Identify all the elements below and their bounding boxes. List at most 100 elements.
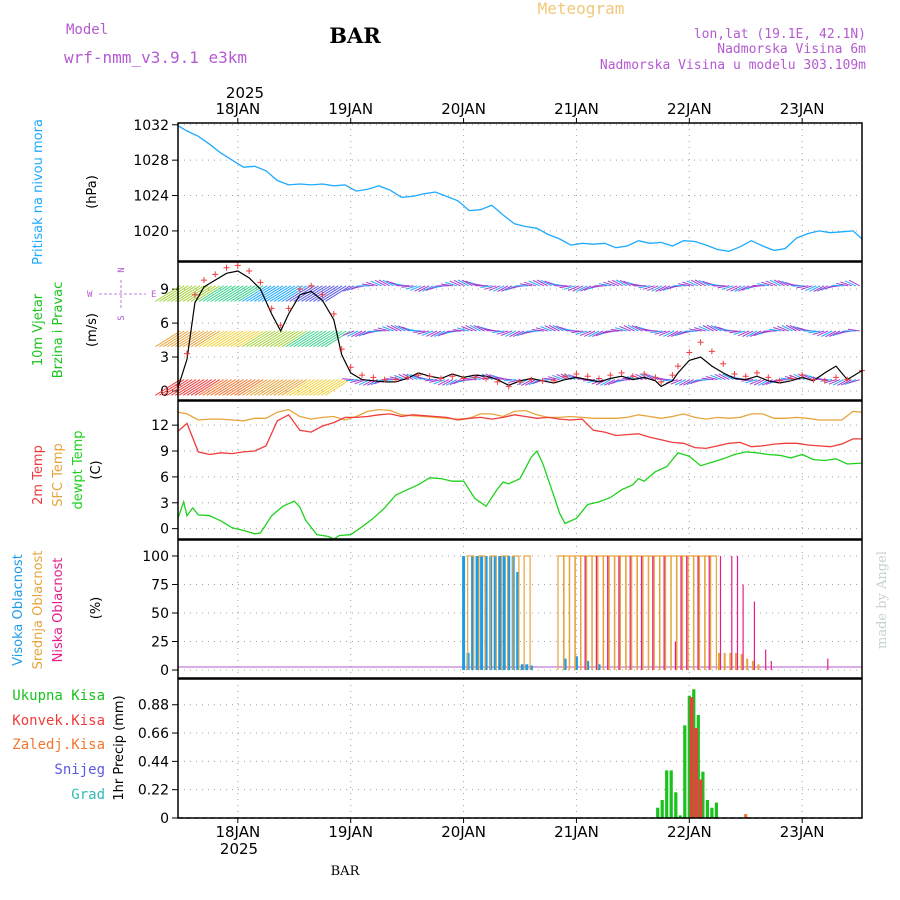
cloud-bar	[709, 555, 717, 670]
gust-marker	[799, 372, 806, 379]
wind-barb	[773, 327, 785, 332]
gust-marker	[404, 374, 411, 381]
wind-barb	[202, 285, 228, 302]
footer-station: BAR	[331, 864, 361, 879]
precip-panel: 0.88 0.66 0.44 0.22 0 Ukupna Kisa Konvek.Kis…	[12, 678, 863, 827]
gust-marker	[201, 277, 207, 284]
wind-barb	[821, 330, 833, 337]
gust-marker	[471, 374, 478, 381]
credit-watermark: made by Angel	[875, 551, 890, 649]
wind-barb	[726, 285, 738, 292]
wind-barb	[552, 374, 564, 381]
wind-barb	[445, 379, 458, 386]
wind-barb	[452, 329, 465, 332]
pressure-ticks: 1032 1028 1024 1020	[133, 118, 178, 240]
precip-bar	[674, 792, 678, 818]
wind-barb	[689, 328, 702, 332]
gust-marker	[223, 264, 230, 271]
cloud-bar	[529, 665, 533, 671]
wind-barb	[434, 330, 446, 338]
precip-bar	[689, 697, 694, 818]
wind-barb	[442, 379, 454, 386]
wind-barb	[749, 379, 762, 385]
wind-barb	[405, 285, 418, 290]
cloud-panel: 100 75 50 25 0 Visoka Oblacnost Srednja Obla…	[11, 539, 863, 679]
station-title: BAR	[329, 23, 381, 48]
wind-barb	[840, 281, 852, 287]
wind-barb	[714, 325, 726, 332]
wind-barb	[289, 379, 315, 396]
precip-bar	[656, 807, 660, 818]
wind-barb	[253, 379, 280, 396]
cloud-bars	[462, 555, 829, 671]
wind-barb	[548, 324, 560, 332]
wind-barb	[230, 379, 256, 396]
wind-barb	[234, 330, 260, 348]
wind-barb	[401, 285, 414, 288]
wind-barb	[658, 378, 671, 381]
wind-barb	[313, 285, 339, 302]
day-label-bottom: 21JAN	[554, 823, 599, 841]
wind-barb	[281, 330, 307, 348]
pressure-tick-label: 1032	[133, 118, 169, 134]
cloud-bar	[584, 556, 586, 670]
wind-barb	[540, 279, 552, 287]
wind-barb	[440, 283, 453, 287]
wind-barb	[524, 281, 536, 287]
pressure-frame	[177, 122, 863, 262]
wind-barb	[421, 378, 434, 381]
gust-marker	[426, 373, 433, 380]
cloud-bar	[697, 556, 699, 670]
gust-marker	[415, 372, 422, 379]
wind-barb	[382, 279, 394, 287]
cloud-bar	[723, 652, 726, 670]
cloud-bar	[719, 556, 722, 670]
wind-barb	[598, 283, 611, 287]
wind-barb	[659, 285, 671, 292]
wind-barb	[552, 324, 564, 332]
wind-barb	[840, 379, 853, 386]
wind-side-label-1: 10m Vjetar	[31, 293, 46, 366]
wind-barb	[722, 373, 734, 381]
wind-barb	[714, 373, 726, 381]
wind-barb	[301, 330, 327, 348]
wind-barb	[730, 285, 742, 292]
wind-barb	[671, 330, 683, 337]
wind-tick-label: 9	[160, 282, 169, 298]
wind-barb	[647, 285, 659, 292]
wind-barb	[198, 285, 224, 302]
day-label-top: 23JAN	[780, 100, 825, 118]
day-label-bottom: 18JAN	[215, 823, 260, 841]
wind-barb	[313, 330, 339, 348]
wind-barb	[844, 280, 857, 287]
wind-barb	[812, 330, 825, 335]
wind-barb	[619, 279, 631, 287]
wind-barb	[293, 379, 319, 396]
wind-barb	[155, 379, 181, 396]
top-day-labels: 18JAN 19JAN 20JAN 21JAN 22JAN 23JAN	[215, 100, 825, 123]
wind-barb	[765, 280, 778, 287]
wind-barb	[186, 379, 213, 396]
total-precip-label: Ukupna Kisa	[12, 688, 105, 704]
wind-barb	[473, 324, 485, 332]
wind-barb	[761, 281, 773, 287]
temperature-panel: 12 9 6 3 0 2m Temp SFC Temp dewpt Temp (C)	[31, 400, 863, 540]
year-label-bottom: 2025	[220, 840, 258, 858]
wind-barb	[682, 281, 694, 287]
wind-barb	[710, 374, 722, 381]
wind-barb	[170, 330, 197, 348]
wind-barb	[370, 280, 382, 287]
high-cloud-label: Visoka Oblacnost	[11, 554, 26, 666]
wind-barb	[733, 330, 746, 335]
wind-barb	[603, 281, 615, 287]
wind-barb	[174, 285, 201, 302]
wind-barb	[413, 330, 426, 333]
wind-barb	[277, 285, 303, 302]
wind-barb	[832, 379, 845, 386]
pressure-tick-label: 1024	[133, 189, 169, 205]
wind-barb	[226, 330, 252, 348]
wind-barb	[269, 330, 296, 348]
cloud-bar	[770, 660, 772, 670]
gust-marker	[573, 371, 580, 377]
gust-marker	[370, 374, 377, 381]
